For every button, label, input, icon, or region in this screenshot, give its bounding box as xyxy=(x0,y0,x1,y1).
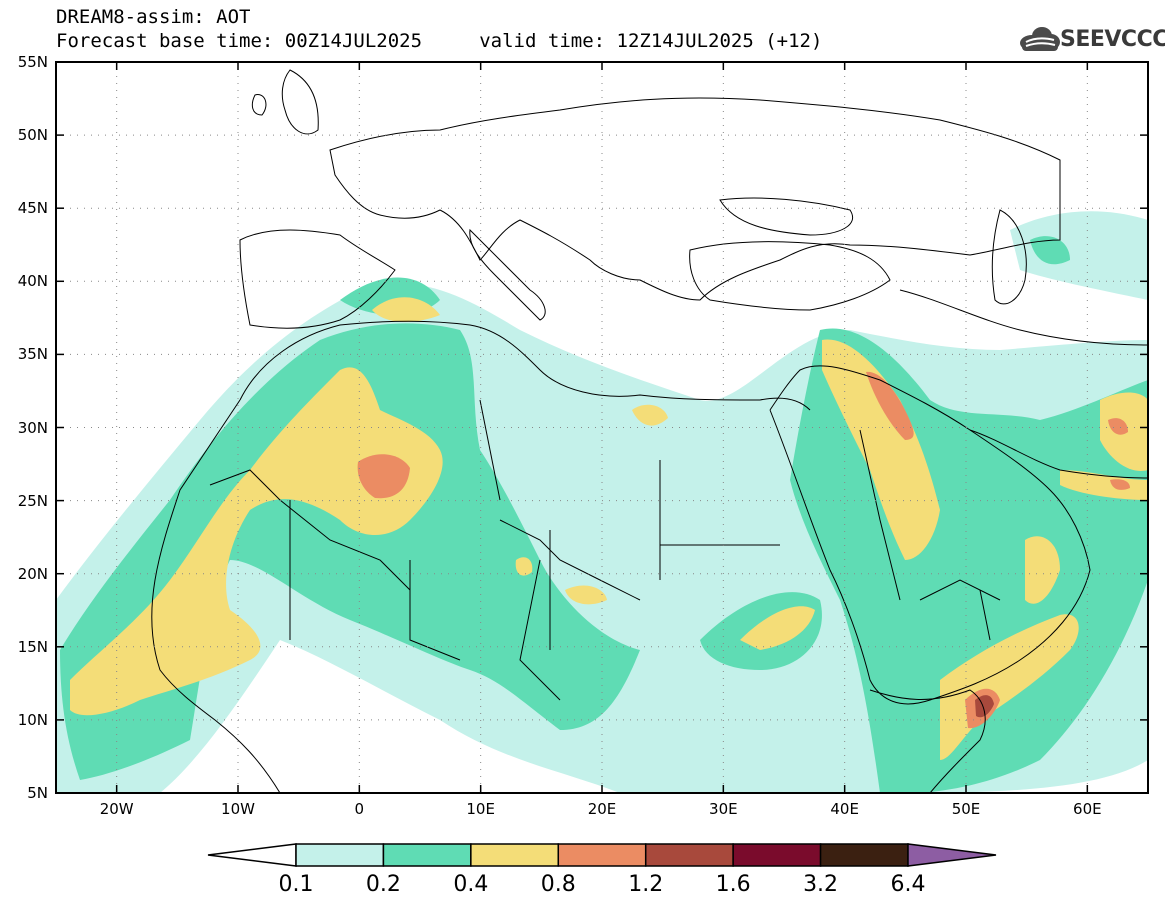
colorbar-segment xyxy=(644,843,734,867)
colorbar-tick-label: 0.8 xyxy=(540,872,576,897)
colorbar-segment xyxy=(557,843,647,867)
lat-tick-label: 35N xyxy=(17,345,48,364)
lat-tick-label: 10N xyxy=(17,710,48,729)
colorbar-segment xyxy=(295,843,385,867)
colorbar xyxy=(207,843,997,867)
lon-tick-label: 30E xyxy=(709,800,738,818)
lat-tick-label: 45N xyxy=(17,199,48,218)
map-title: DREAM8-assim: AOT xyxy=(56,6,251,28)
colorbar-tick-label: 0.2 xyxy=(365,872,401,897)
logo-text: SEEVCCC xyxy=(1060,27,1165,52)
axis-ticks xyxy=(56,61,1148,794)
lon-tick-label: 20E xyxy=(587,800,617,818)
colorbar-tick-label: 1.6 xyxy=(715,872,751,897)
colorbar-max-arrow xyxy=(907,843,997,867)
colorbar-segment xyxy=(470,843,560,867)
colorbar-tick-label: 3.2 xyxy=(803,872,839,897)
lat-tick-label: 30N xyxy=(17,418,48,437)
lat-tick-label: 15N xyxy=(17,637,48,656)
colorbar-min-arrow xyxy=(207,843,297,867)
colorbar-tick-label: 0.4 xyxy=(453,872,489,897)
lat-tick-label: 50N xyxy=(17,126,48,145)
colorbar-tick-label: 0.1 xyxy=(278,872,314,897)
colorbar-tick-label: 6.4 xyxy=(890,872,926,897)
lon-tick-label: 10W xyxy=(221,800,255,818)
lon-tick-label: 50E xyxy=(951,800,981,818)
lat-tick-label: 20N xyxy=(17,564,48,583)
colorbar-segment xyxy=(382,843,472,867)
colorbar-segment xyxy=(732,843,822,867)
lon-tick-label: 40E xyxy=(830,800,859,818)
colorbar-tick-label: 1.2 xyxy=(628,872,664,897)
lon-tick-label: 10E xyxy=(466,800,495,818)
lat-tick-label: 5N xyxy=(27,784,48,802)
colorbar-segment xyxy=(819,843,909,867)
lat-tick-label: 40N xyxy=(17,272,48,291)
forecast-time-line: Forecast base time: 00Z14JUL2025 valid t… xyxy=(56,30,823,52)
lat-tick-label: 55N xyxy=(17,53,48,71)
map-grid xyxy=(56,62,1148,793)
lon-tick-label: 20W xyxy=(99,800,134,818)
lon-tick-label: 0 xyxy=(354,800,365,818)
cloud-logo-icon xyxy=(1020,27,1060,51)
lat-tick-label: 25N xyxy=(17,491,48,510)
lon-tick-label: 60E xyxy=(1073,800,1102,818)
coastlines xyxy=(151,69,1148,793)
